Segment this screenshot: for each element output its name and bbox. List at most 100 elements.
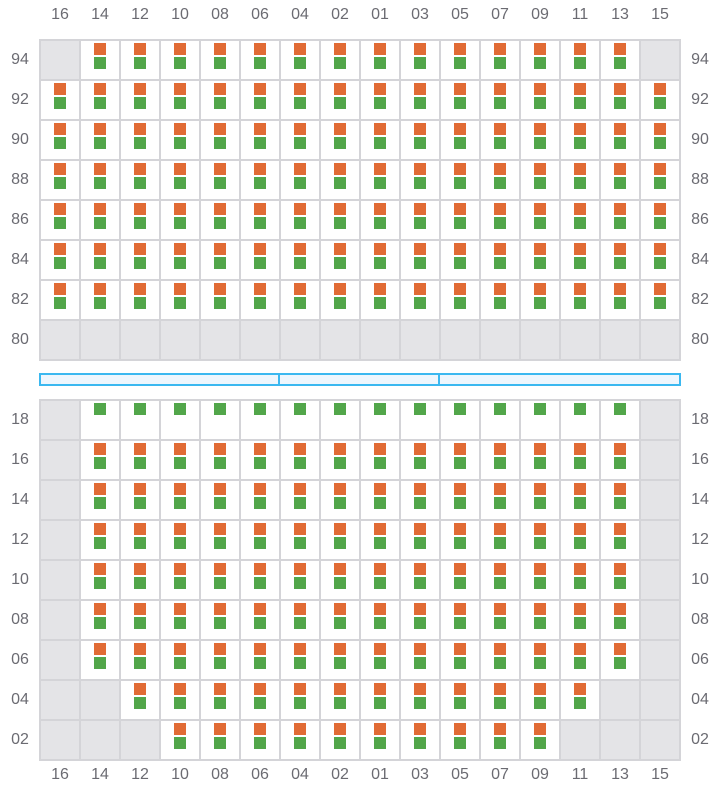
slot-cell[interactable] (120, 120, 160, 160)
slot-cell[interactable] (80, 520, 120, 560)
slot-cell[interactable] (200, 440, 240, 480)
slot-cell[interactable] (360, 440, 400, 480)
slot-cell[interactable] (80, 480, 120, 520)
slot-cell[interactable] (560, 280, 600, 320)
slot-cell[interactable] (400, 160, 440, 200)
slot-cell[interactable] (80, 160, 120, 200)
slot-cell[interactable] (480, 440, 520, 480)
slot-cell[interactable] (560, 120, 600, 160)
slot-cell[interactable] (40, 120, 80, 160)
slot-cell[interactable] (520, 80, 560, 120)
slot-cell[interactable] (360, 40, 400, 80)
slot-cell[interactable] (400, 480, 440, 520)
slot-cell[interactable] (520, 720, 560, 760)
slot-cell[interactable] (440, 240, 480, 280)
slot-cell[interactable] (200, 240, 240, 280)
slot-cell[interactable] (280, 680, 320, 720)
slot-cell[interactable] (360, 520, 400, 560)
slot-cell[interactable] (600, 600, 640, 640)
slot-cell[interactable] (240, 640, 280, 680)
slot-cell[interactable] (400, 280, 440, 320)
slot-cell[interactable] (560, 40, 600, 80)
slot-cell[interactable] (600, 160, 640, 200)
slot-cell[interactable] (400, 400, 440, 440)
slot-cell[interactable] (400, 40, 440, 80)
slot-cell[interactable] (120, 240, 160, 280)
slot-cell[interactable] (600, 280, 640, 320)
slot-cell[interactable] (280, 400, 320, 440)
slot-cell[interactable] (320, 720, 360, 760)
slot-cell[interactable] (560, 600, 600, 640)
slot-cell[interactable] (280, 720, 320, 760)
slot-cell[interactable] (400, 680, 440, 720)
slot-cell[interactable] (80, 40, 120, 80)
slot-cell[interactable] (160, 600, 200, 640)
slot-cell[interactable] (200, 280, 240, 320)
slot-cell[interactable] (240, 200, 280, 240)
slot-cell[interactable] (440, 720, 480, 760)
slot-cell[interactable] (440, 80, 480, 120)
slot-cell[interactable] (240, 400, 280, 440)
slot-cell[interactable] (480, 680, 520, 720)
slot-cell[interactable] (480, 280, 520, 320)
slot-cell[interactable] (640, 200, 680, 240)
slot-cell[interactable] (160, 40, 200, 80)
slot-cell[interactable] (360, 120, 400, 160)
slot-cell[interactable] (560, 640, 600, 680)
slot-cell[interactable] (80, 120, 120, 160)
slot-cell[interactable] (520, 680, 560, 720)
slot-cell[interactable] (520, 440, 560, 480)
slot-cell[interactable] (520, 280, 560, 320)
slot-cell[interactable] (360, 240, 400, 280)
slot-cell[interactable] (120, 600, 160, 640)
slot-cell[interactable] (240, 480, 280, 520)
slot-cell[interactable] (320, 160, 360, 200)
divider-segment-right[interactable] (438, 373, 681, 386)
slot-cell[interactable] (40, 240, 80, 280)
slot-cell[interactable] (560, 480, 600, 520)
slot-cell[interactable] (400, 80, 440, 120)
slot-cell[interactable] (480, 560, 520, 600)
slot-cell[interactable] (600, 200, 640, 240)
slot-cell[interactable] (560, 520, 600, 560)
slot-cell[interactable] (80, 200, 120, 240)
slot-cell[interactable] (400, 720, 440, 760)
slot-cell[interactable] (440, 600, 480, 640)
slot-cell[interactable] (160, 680, 200, 720)
slot-cell[interactable] (600, 40, 640, 80)
slot-cell[interactable] (200, 600, 240, 640)
slot-cell[interactable] (200, 520, 240, 560)
slot-cell[interactable] (160, 400, 200, 440)
slot-cell[interactable] (600, 80, 640, 120)
divider-segment-left[interactable] (39, 373, 282, 386)
slot-cell[interactable] (200, 200, 240, 240)
slot-cell[interactable] (520, 520, 560, 560)
slot-cell[interactable] (240, 520, 280, 560)
slot-cell[interactable] (160, 520, 200, 560)
slot-cell[interactable] (560, 240, 600, 280)
slot-cell[interactable] (40, 200, 80, 240)
slot-cell[interactable] (120, 280, 160, 320)
slot-cell[interactable] (320, 640, 360, 680)
slot-cell[interactable] (240, 680, 280, 720)
slot-cell[interactable] (360, 400, 400, 440)
slot-cell[interactable] (440, 120, 480, 160)
slot-cell[interactable] (120, 440, 160, 480)
slot-cell[interactable] (200, 640, 240, 680)
slot-cell[interactable] (320, 280, 360, 320)
slot-cell[interactable] (200, 160, 240, 200)
slot-cell[interactable] (440, 520, 480, 560)
slot-cell[interactable] (280, 440, 320, 480)
slot-cell[interactable] (400, 240, 440, 280)
slot-cell[interactable] (600, 640, 640, 680)
slot-cell[interactable] (480, 200, 520, 240)
slot-cell[interactable] (360, 680, 400, 720)
slot-cell[interactable] (240, 120, 280, 160)
slot-cell[interactable] (280, 640, 320, 680)
slot-cell[interactable] (640, 80, 680, 120)
slot-cell[interactable] (520, 640, 560, 680)
slot-cell[interactable] (120, 480, 160, 520)
slot-cell[interactable] (240, 80, 280, 120)
slot-cell[interactable] (240, 440, 280, 480)
slot-cell[interactable] (320, 40, 360, 80)
